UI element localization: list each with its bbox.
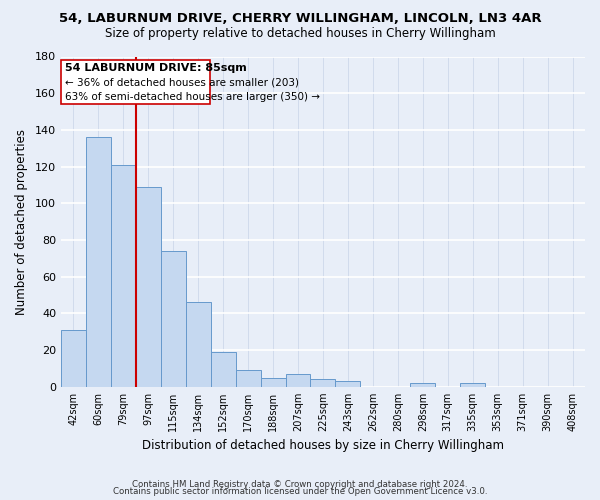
Bar bbox=[111, 165, 136, 387]
FancyBboxPatch shape bbox=[61, 60, 210, 104]
Bar bbox=[460, 383, 485, 387]
Bar bbox=[410, 383, 435, 387]
Y-axis label: Number of detached properties: Number of detached properties bbox=[15, 128, 28, 314]
Text: ← 36% of detached houses are smaller (203): ← 36% of detached houses are smaller (20… bbox=[65, 78, 299, 88]
Bar bbox=[211, 352, 236, 387]
Bar bbox=[161, 251, 186, 387]
Bar bbox=[286, 374, 310, 387]
Text: 63% of semi-detached houses are larger (350) →: 63% of semi-detached houses are larger (… bbox=[65, 92, 320, 102]
Bar bbox=[86, 137, 111, 387]
X-axis label: Distribution of detached houses by size in Cherry Willingham: Distribution of detached houses by size … bbox=[142, 440, 504, 452]
Text: 54, LABURNUM DRIVE, CHERRY WILLINGHAM, LINCOLN, LN3 4AR: 54, LABURNUM DRIVE, CHERRY WILLINGHAM, L… bbox=[59, 12, 541, 26]
Text: Contains public sector information licensed under the Open Government Licence v3: Contains public sector information licen… bbox=[113, 487, 487, 496]
Bar bbox=[236, 370, 260, 387]
Bar bbox=[310, 380, 335, 387]
Text: Size of property relative to detached houses in Cherry Willingham: Size of property relative to detached ho… bbox=[104, 28, 496, 40]
Text: 54 LABURNUM DRIVE: 85sqm: 54 LABURNUM DRIVE: 85sqm bbox=[65, 63, 247, 73]
Text: Contains HM Land Registry data © Crown copyright and database right 2024.: Contains HM Land Registry data © Crown c… bbox=[132, 480, 468, 489]
Bar bbox=[260, 378, 286, 387]
Bar bbox=[61, 330, 86, 387]
Bar bbox=[136, 187, 161, 387]
Bar bbox=[335, 382, 361, 387]
Bar bbox=[186, 302, 211, 387]
